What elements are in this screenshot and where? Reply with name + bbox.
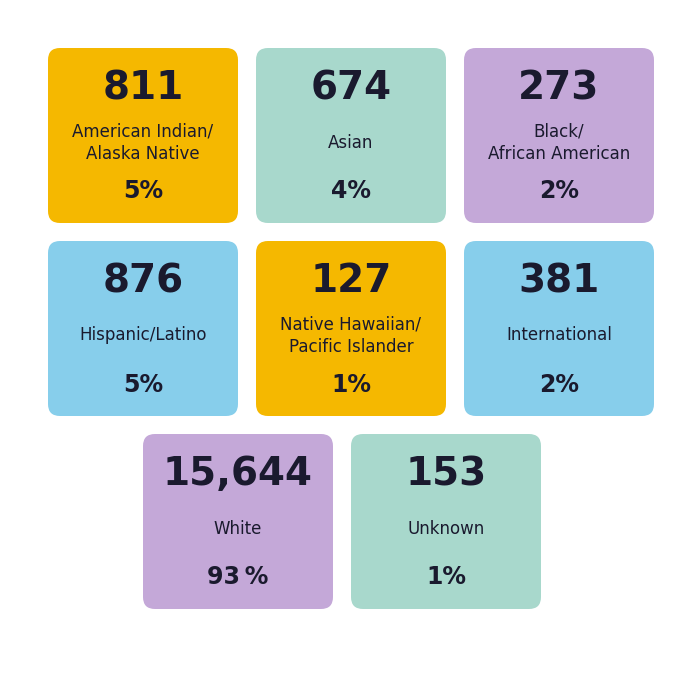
- Text: 876: 876: [102, 262, 183, 300]
- Text: International: International: [506, 326, 612, 344]
- Text: 1%: 1%: [331, 372, 371, 396]
- Text: Hispanic/Latino: Hispanic/Latino: [79, 326, 206, 344]
- Text: 15,644: 15,644: [163, 455, 313, 493]
- FancyBboxPatch shape: [256, 48, 446, 223]
- FancyBboxPatch shape: [464, 241, 654, 416]
- Text: Asian: Asian: [328, 134, 374, 151]
- Text: White: White: [214, 519, 262, 538]
- FancyBboxPatch shape: [143, 434, 333, 609]
- Text: 5%: 5%: [123, 372, 163, 396]
- Text: 811: 811: [102, 69, 183, 107]
- Text: 93 %: 93 %: [207, 566, 269, 589]
- FancyBboxPatch shape: [48, 241, 238, 416]
- FancyBboxPatch shape: [351, 434, 541, 609]
- Text: Black/
African American: Black/ African American: [488, 122, 630, 163]
- FancyBboxPatch shape: [256, 241, 446, 416]
- Text: 1%: 1%: [426, 566, 466, 589]
- Text: 4%: 4%: [331, 179, 371, 204]
- Text: American Indian/
Alaska Native: American Indian/ Alaska Native: [72, 122, 214, 163]
- Text: 273: 273: [518, 69, 600, 107]
- Text: 2%: 2%: [539, 179, 579, 204]
- FancyBboxPatch shape: [48, 48, 238, 223]
- Text: 153: 153: [405, 455, 486, 493]
- FancyBboxPatch shape: [464, 48, 654, 223]
- Text: Native Hawaiian/
Pacific Islander: Native Hawaiian/ Pacific Islander: [281, 315, 421, 356]
- Text: Unknown: Unknown: [407, 519, 484, 538]
- Text: 2%: 2%: [539, 372, 579, 396]
- Text: 381: 381: [519, 262, 600, 300]
- Text: 674: 674: [310, 69, 391, 107]
- Text: 5%: 5%: [123, 179, 163, 204]
- Text: 127: 127: [310, 262, 392, 300]
